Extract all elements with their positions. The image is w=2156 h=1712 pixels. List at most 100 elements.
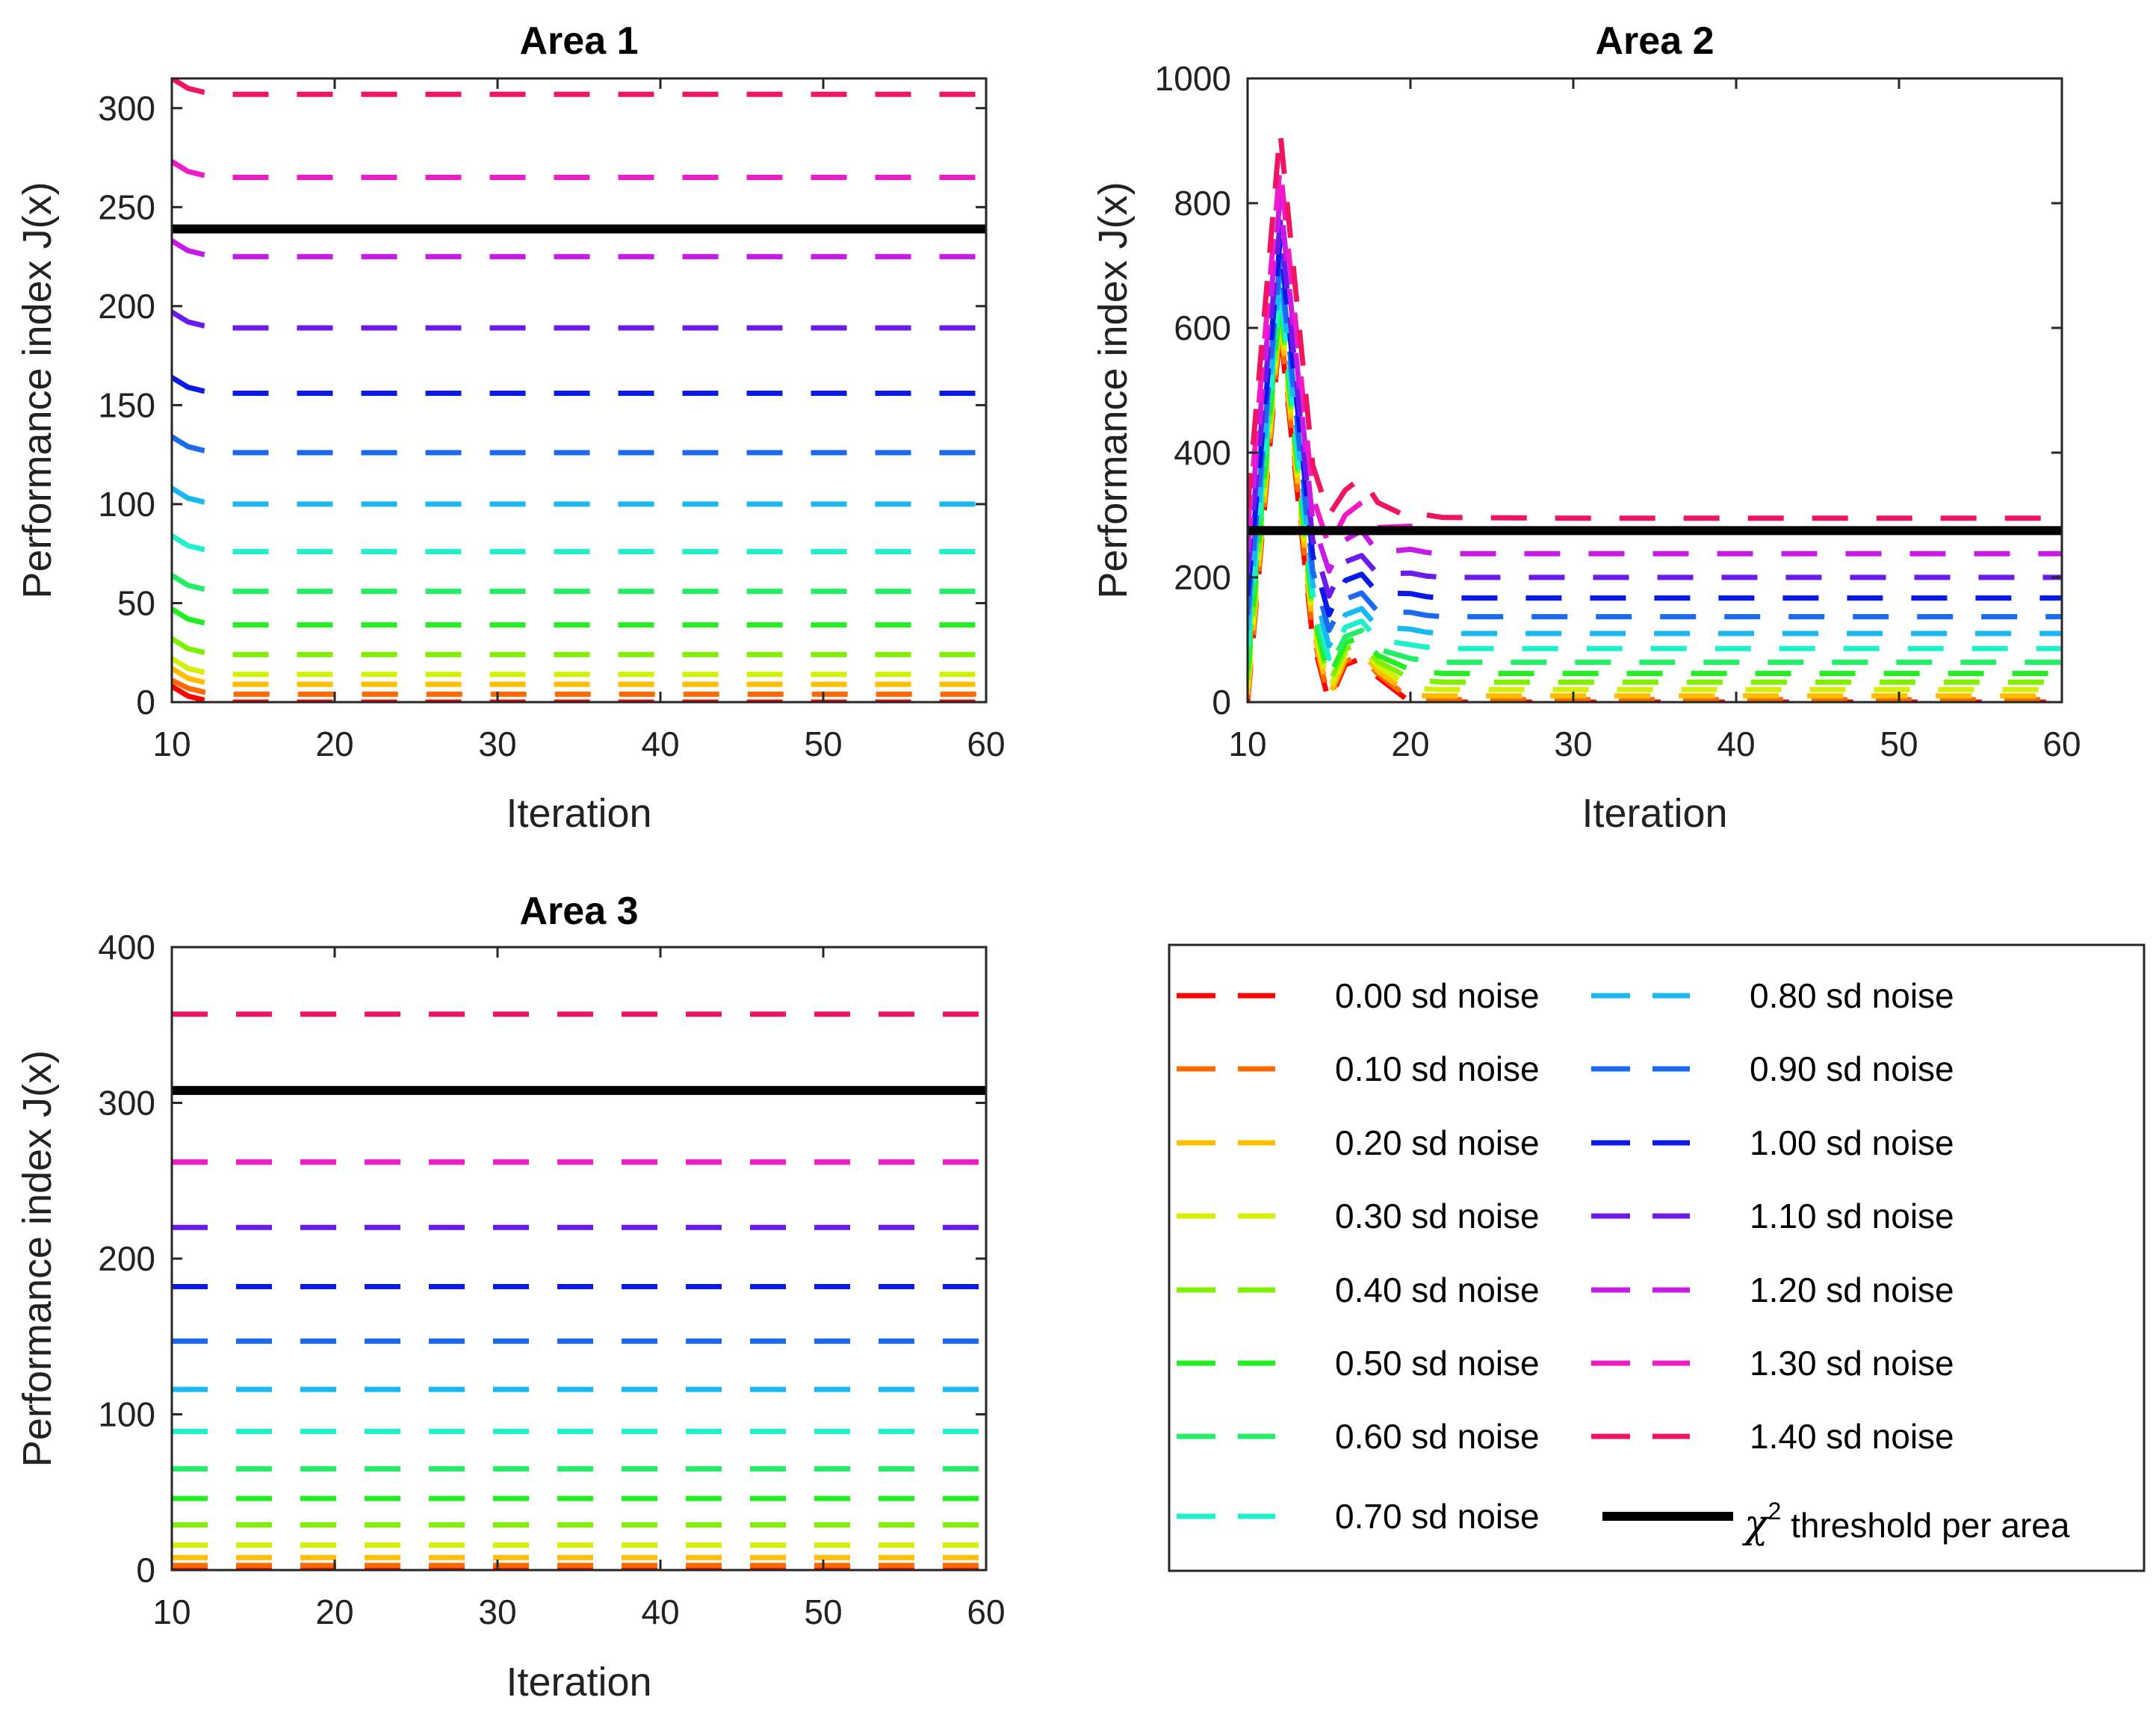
legend-label: 1.10 sd noise	[1750, 1197, 1954, 1235]
x-axis-label: Iteration	[506, 1660, 651, 1705]
legend-label: 0.30 sd noise	[1335, 1197, 1540, 1235]
legend-entry: 0.00 sd noise	[1177, 976, 1540, 1015]
legend-entry: 0.30 sd noise	[1177, 1197, 1540, 1235]
y-tick-label: 0	[136, 683, 155, 722]
y-tick-label: 600	[1174, 308, 1231, 347]
y-axis-label: Performance index J(x)	[15, 182, 60, 598]
chart-title: Area 3	[520, 890, 639, 933]
y-tick-label: 0	[136, 1551, 155, 1590]
series-line-0-30-sd-noise	[1248, 306, 2062, 692]
series-line-0-00-sd-noise	[172, 683, 986, 702]
x-tick-label: 30	[478, 1592, 516, 1631]
legend-label: 0.40 sd noise	[1335, 1271, 1540, 1309]
series-line-0-90-sd-noise	[172, 434, 986, 456]
legend-label: 1.40 sd noise	[1750, 1417, 1954, 1456]
x-tick-label: 20	[1391, 725, 1429, 763]
legend-label: 0.70 sd noise	[1335, 1497, 1540, 1536]
plot-background	[172, 78, 986, 702]
axes-frame	[170, 77, 988, 704]
x-tick-label: 60	[967, 1592, 1005, 1631]
legend-entry: 0.60 sd noise	[1177, 1417, 1540, 1456]
series-line-0-60-sd-noise	[172, 573, 986, 595]
series-line-1-20-sd-noise	[172, 238, 986, 260]
x-tick-label: 10	[152, 725, 190, 763]
legend-entry: 0.20 sd noise	[1177, 1123, 1540, 1162]
legend: 0.00 sd noise 0.10 sd noise 0.20 sd noise 0…	[1168, 943, 2146, 1572]
series-line-0-30-sd-noise	[172, 656, 986, 677]
axes-frame	[1246, 77, 2063, 704]
legend-label: 1.30 sd noise	[1750, 1344, 1954, 1383]
y-tick-label: 200	[98, 1239, 155, 1278]
y-tick-label: 200	[1174, 558, 1231, 597]
legend-entry: 0.10 sd noise	[1177, 1049, 1540, 1088]
legend-entry: 1.00 sd noise	[1591, 1123, 1954, 1162]
y-tick-label: 300	[98, 89, 155, 128]
series-line-1-10-sd-noise	[172, 309, 986, 331]
x-tick-label: 10	[1228, 725, 1266, 763]
y-axis-label: Performance index J(x)	[15, 1050, 60, 1467]
legend-entry: 1.30 sd noise	[1591, 1344, 1954, 1383]
y-tick-label: 200	[98, 287, 155, 326]
chart-title: Area 2	[1596, 19, 1714, 63]
legend-entry: 0.50 sd noise	[1177, 1344, 1540, 1383]
series-line-0-10-sd-noise	[172, 677, 986, 697]
y-tick-label: 300	[98, 1084, 155, 1123]
legend-label: 0.20 sd noise	[1335, 1123, 1540, 1162]
chart-area-1: 10 20 30 40 50 60 0 50 100 150 200 250 300 Area 1 Iter…	[15, 19, 1006, 836]
legend-label: 1.20 sd noise	[1750, 1271, 1954, 1309]
series-line-1-40-sd-noise	[1248, 128, 2062, 521]
legend-entry: 1.40 sd noise	[1591, 1417, 1954, 1456]
legend-entry-threshold: χ2 threshold per area	[1602, 1498, 2070, 1547]
y-tick-label: 250	[98, 187, 155, 226]
y-tick-label: 50	[117, 583, 155, 622]
x-tick-label: 30	[478, 725, 516, 763]
legend-entry: 1.20 sd noise	[1591, 1271, 1954, 1309]
x-tick-label: 50	[804, 725, 842, 763]
legend-label: 0.90 sd noise	[1750, 1049, 1954, 1088]
x-axis-label: Iteration	[506, 791, 651, 836]
x-tick-label: 30	[1554, 725, 1592, 763]
x-axis-label: Iteration	[1582, 791, 1727, 836]
y-tick-label: 150	[98, 385, 155, 424]
series-line-0-20-sd-noise	[1248, 312, 2062, 699]
series-group	[172, 1011, 986, 1570]
legend-label: 0.00 sd noise	[1335, 976, 1540, 1015]
legend-label: 1.00 sd noise	[1750, 1123, 1954, 1162]
legend-label: 0.80 sd noise	[1750, 976, 1954, 1015]
plot-background	[1248, 78, 2062, 702]
legend-entry: 1.10 sd noise	[1591, 1197, 1954, 1235]
series-line-0-50-sd-noise	[1248, 294, 2062, 680]
chart-title: Area 1	[520, 19, 639, 63]
x-tick-label: 50	[1880, 725, 1918, 763]
x-tick-label: 20	[315, 1592, 353, 1631]
series-line-0-80-sd-noise	[172, 486, 986, 507]
x-tick-label: 50	[804, 1592, 842, 1631]
series-line-0-60-sd-noise	[1248, 288, 2062, 671]
series-line-0-20-sd-noise	[172, 666, 986, 687]
chart-area-3: 10 20 30 40 50 60 0 100 200 300 400 Area 3 Iteration…	[15, 890, 1006, 1705]
y-tick-label: 0	[1212, 683, 1231, 722]
legend-entry: 0.40 sd noise	[1177, 1271, 1540, 1309]
series-line-0-40-sd-noise	[172, 636, 986, 657]
x-tick-label: 40	[641, 725, 679, 763]
legend-entry: 0.90 sd noise	[1591, 1049, 1954, 1088]
series-line-1-00-sd-noise	[172, 375, 986, 396]
plot-background	[172, 947, 986, 1570]
x-tick-label: 40	[1717, 725, 1755, 763]
y-tick-label: 400	[1174, 433, 1231, 472]
legend-label: 0.50 sd noise	[1335, 1344, 1540, 1383]
legend-label: 0.10 sd noise	[1335, 1049, 1540, 1088]
y-tick-label: 100	[98, 1395, 155, 1434]
series-line-1-30-sd-noise	[172, 159, 986, 180]
y-tick-label: 100	[98, 485, 155, 524]
series-line-1-40-sd-noise	[172, 78, 986, 97]
legend-entry: 0.80 sd noise	[1591, 976, 1954, 1015]
series-line-0-70-sd-noise	[172, 533, 986, 554]
series-line-0-10-sd-noise	[1248, 319, 2062, 702]
legend-box	[1168, 943, 2146, 1572]
series-group	[172, 78, 986, 702]
x-tick-label: 20	[315, 725, 353, 763]
series-line-0-40-sd-noise	[1248, 300, 2062, 686]
